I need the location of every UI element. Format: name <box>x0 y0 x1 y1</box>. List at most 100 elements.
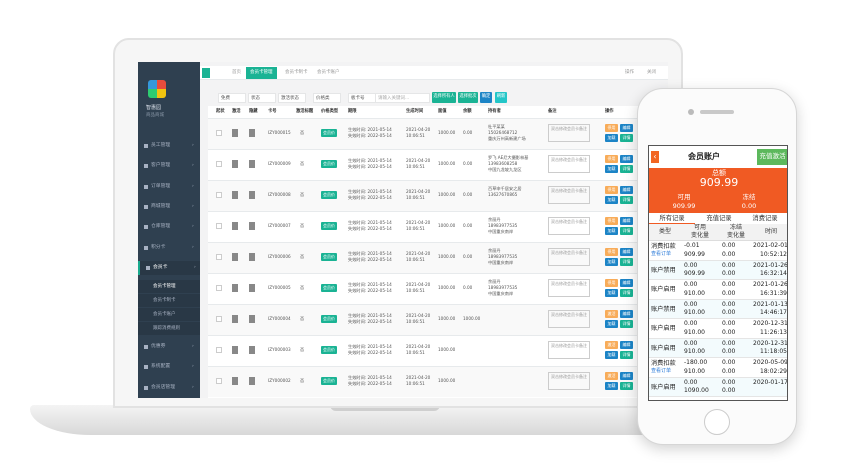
op-button[interactable]: 编辑 <box>620 372 633 380</box>
op-button[interactable]: 详情 <box>620 134 633 142</box>
op-button[interactable]: 详情 <box>620 320 633 328</box>
remark-box[interactable]: 双击修改会员卡备注 <box>548 279 590 297</box>
menu-item[interactable]: 会员店管理 › <box>138 381 200 395</box>
menu-arrow: › <box>192 384 194 390</box>
valid-to: 失效时间: 2022-05-14 <box>348 164 392 169</box>
filter-select[interactable]: 激活状态 <box>278 93 306 103</box>
record-row: 消费扣款 查看订单 -0.01 909.99 0.00 0.00 2021-02-01 10:… <box>649 241 787 261</box>
menu-toggle[interactable] <box>202 68 210 78</box>
status-box <box>232 129 238 137</box>
remark-box[interactable]: 双击修改会员卡备注 <box>548 248 590 266</box>
filter-select[interactable]: 状态 <box>248 93 276 103</box>
op-button[interactable]: 激活 <box>605 372 618 380</box>
menu-item[interactable]: 商城管理 › <box>138 200 200 214</box>
menu-item[interactable]: 仓库管理 › <box>138 220 200 234</box>
menu-item[interactable]: 积分卡 › <box>138 241 200 255</box>
phone-speaker <box>700 110 734 114</box>
remark-box[interactable]: 双击修改会员卡备注 <box>548 217 590 235</box>
op-button[interactable]: 编辑 <box>620 279 633 287</box>
op-button[interactable]: 停用 <box>605 248 618 256</box>
record-tab[interactable]: 所有记录 <box>649 213 695 224</box>
menu-item[interactable]: 员工管理 › <box>138 139 200 153</box>
checkbox[interactable] <box>216 161 222 167</box>
op-button[interactable]: 停用 <box>605 124 618 132</box>
tab[interactable]: 会员卡账户 <box>317 70 340 75</box>
menu-item[interactable]: 订单管理 › <box>138 180 200 194</box>
op-button[interactable]: 加载 <box>605 196 618 204</box>
op-button[interactable]: 加载 <box>605 289 618 297</box>
submenu-item[interactable]: 会员卡管理 <box>138 280 200 294</box>
back-button[interactable]: ‹ <box>651 151 659 163</box>
op-button[interactable]: 编辑 <box>620 310 633 318</box>
op-button[interactable]: 加载 <box>605 258 618 266</box>
op-button[interactable]: 详情 <box>620 196 633 204</box>
tab-action[interactable]: 关闭 <box>647 70 656 75</box>
filter-button[interactable]: 选择所有人 <box>432 92 456 103</box>
remark-box[interactable]: 双击修改会员卡备注 <box>548 372 590 390</box>
tab[interactable]: 会员卡制卡 <box>285 70 308 75</box>
submenu-item[interactable]: 会员卡账户 <box>138 308 200 322</box>
filter-select[interactable]: 价格类 <box>313 93 341 103</box>
op-button[interactable]: 加载 <box>605 351 618 359</box>
order-link[interactable]: 查看订单 <box>651 251 672 257</box>
filter-select[interactable]: 免费 <box>218 93 246 103</box>
remark-box[interactable]: 双击修改会员卡备注 <box>548 124 590 142</box>
op-button[interactable]: 编辑 <box>620 124 633 132</box>
op-button[interactable]: 停用 <box>605 186 618 194</box>
remark-box[interactable]: 双击修改会员卡备注 <box>548 341 590 359</box>
filter-select[interactable]: 板卡号 <box>348 93 376 103</box>
op-button[interactable]: 详情 <box>620 227 633 235</box>
op-button[interactable]: 激活 <box>605 341 618 349</box>
op-button[interactable]: 加载 <box>605 382 618 390</box>
tab[interactable]: 会员卡管理 <box>246 67 277 79</box>
op-button[interactable]: 加载 <box>605 134 618 142</box>
op-button[interactable]: 停用 <box>605 217 618 225</box>
op-button[interactable]: 详情 <box>620 382 633 390</box>
record-tab[interactable]: 消费记录 <box>752 215 778 222</box>
checkbox[interactable] <box>216 285 222 291</box>
home-button[interactable] <box>704 409 730 435</box>
checkbox[interactable] <box>216 192 222 198</box>
op-button[interactable]: 详情 <box>620 165 633 173</box>
op-button[interactable]: 加载 <box>605 227 618 235</box>
op-button[interactable]: 加载 <box>605 165 618 173</box>
op-button[interactable]: 编辑 <box>620 217 633 225</box>
filter-button[interactable]: 刷新 <box>495 92 507 103</box>
remark-box[interactable]: 双击修改会员卡备注 <box>548 155 590 173</box>
checkbox[interactable] <box>216 223 222 229</box>
remark-box[interactable]: 双击修改会员卡备注 <box>548 310 590 328</box>
menu-item[interactable]: 系统配置 › <box>138 360 200 374</box>
search-input[interactable]: 请输入关键词... <box>375 93 430 103</box>
recharge-button[interactable]: 充值激活 <box>757 149 787 165</box>
op-button[interactable]: 详情 <box>620 258 633 266</box>
record-frozen: 0.00 <box>722 339 736 347</box>
op-button[interactable]: 编辑 <box>620 186 633 194</box>
order-link[interactable]: 查看订单 <box>651 368 672 374</box>
checkbox[interactable] <box>216 254 222 260</box>
op-button[interactable]: 编辑 <box>620 155 633 163</box>
checkbox[interactable] <box>216 347 222 353</box>
tab[interactable]: 首页 <box>232 70 241 75</box>
op-button[interactable]: 加载 <box>605 320 618 328</box>
filter-button[interactable]: 选择批次 <box>458 92 478 103</box>
op-button[interactable]: 详情 <box>620 289 633 297</box>
menu-item[interactable]: 客户管理 › <box>138 159 200 173</box>
menu-item[interactable]: 会员卡 › <box>138 260 200 275</box>
record-tab[interactable]: 充值记录 <box>706 215 732 222</box>
checkbox[interactable] <box>216 378 222 384</box>
menu-item[interactable]: 优惠券 › <box>138 340 200 354</box>
op-button[interactable]: 编辑 <box>620 341 633 349</box>
op-button[interactable]: 停用 <box>605 155 618 163</box>
checkbox[interactable] <box>216 130 222 136</box>
op-button[interactable]: 详情 <box>620 351 633 359</box>
submenu-item[interactable]: 跟踪消费规则 <box>138 322 200 336</box>
filter-button[interactable]: 确定 <box>480 92 492 103</box>
op-button[interactable]: 编辑 <box>620 248 633 256</box>
menu-arrow: › <box>192 244 194 250</box>
tab-action[interactable]: 操作 <box>625 70 634 75</box>
checkbox[interactable] <box>216 316 222 322</box>
op-button[interactable]: 停用 <box>605 279 618 287</box>
remark-box[interactable]: 双击修改会员卡备注 <box>548 186 590 204</box>
submenu-item[interactable]: 会员卡制卡 <box>138 294 200 308</box>
op-button[interactable]: 激活 <box>605 310 618 318</box>
